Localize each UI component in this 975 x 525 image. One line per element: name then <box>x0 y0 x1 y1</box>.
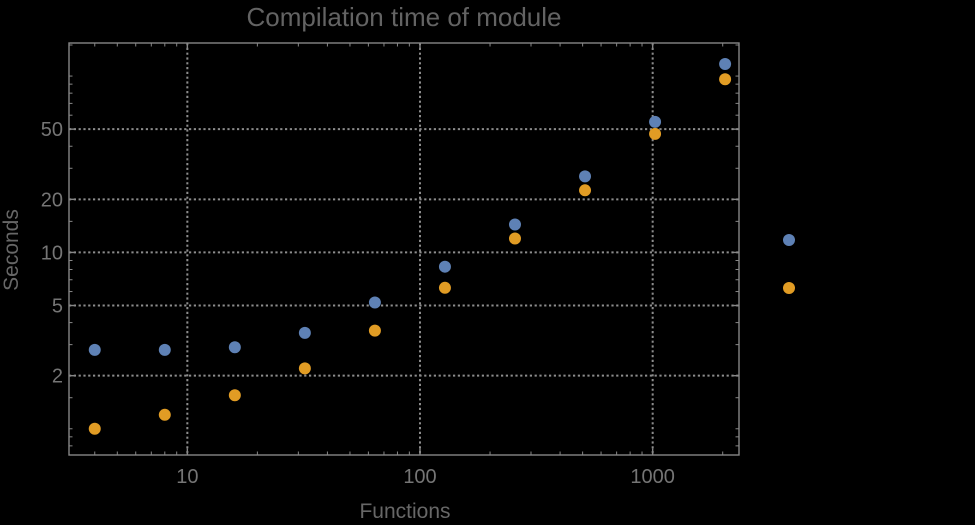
series-1-point <box>228 341 241 354</box>
series-2-point <box>158 408 171 421</box>
series-1-point <box>508 218 521 231</box>
legend-marker-series-1 <box>783 234 795 246</box>
series-2-point <box>228 389 241 402</box>
y-tick-label: 2 <box>52 366 63 388</box>
series-1-point <box>298 326 311 339</box>
series-2-point <box>649 127 662 140</box>
series-1-point <box>88 343 101 356</box>
y-tick-label: 20 <box>41 189 63 211</box>
chart-title: Compilation time of module <box>246 2 562 32</box>
series-2-point <box>298 362 311 375</box>
y-tick-label: 5 <box>52 296 63 318</box>
x-tick-label: 100 <box>403 466 436 488</box>
legend-marker-series-2 <box>783 282 795 294</box>
x-tick-label: 10 <box>176 466 198 488</box>
y-axis-label: Seconds <box>0 209 23 291</box>
y-tick-label: 10 <box>41 242 63 264</box>
series-1-point <box>649 115 662 128</box>
series-1-point <box>719 58 732 71</box>
plot-frame <box>68 42 740 456</box>
series-1-point <box>438 260 451 273</box>
series-2-point <box>719 73 732 86</box>
series-1-point <box>158 343 171 356</box>
x-axis-label: Functions <box>359 500 451 523</box>
series-2-point <box>438 281 451 294</box>
x-tick-label: 1000 <box>630 466 675 488</box>
series-2-point <box>88 422 101 435</box>
series-1-point <box>579 170 592 183</box>
series-1-point <box>368 296 381 309</box>
y-tick-label: 50 <box>41 119 63 141</box>
series-2-point <box>508 232 521 245</box>
series-2-point <box>579 184 592 197</box>
series-2-point <box>368 324 381 337</box>
